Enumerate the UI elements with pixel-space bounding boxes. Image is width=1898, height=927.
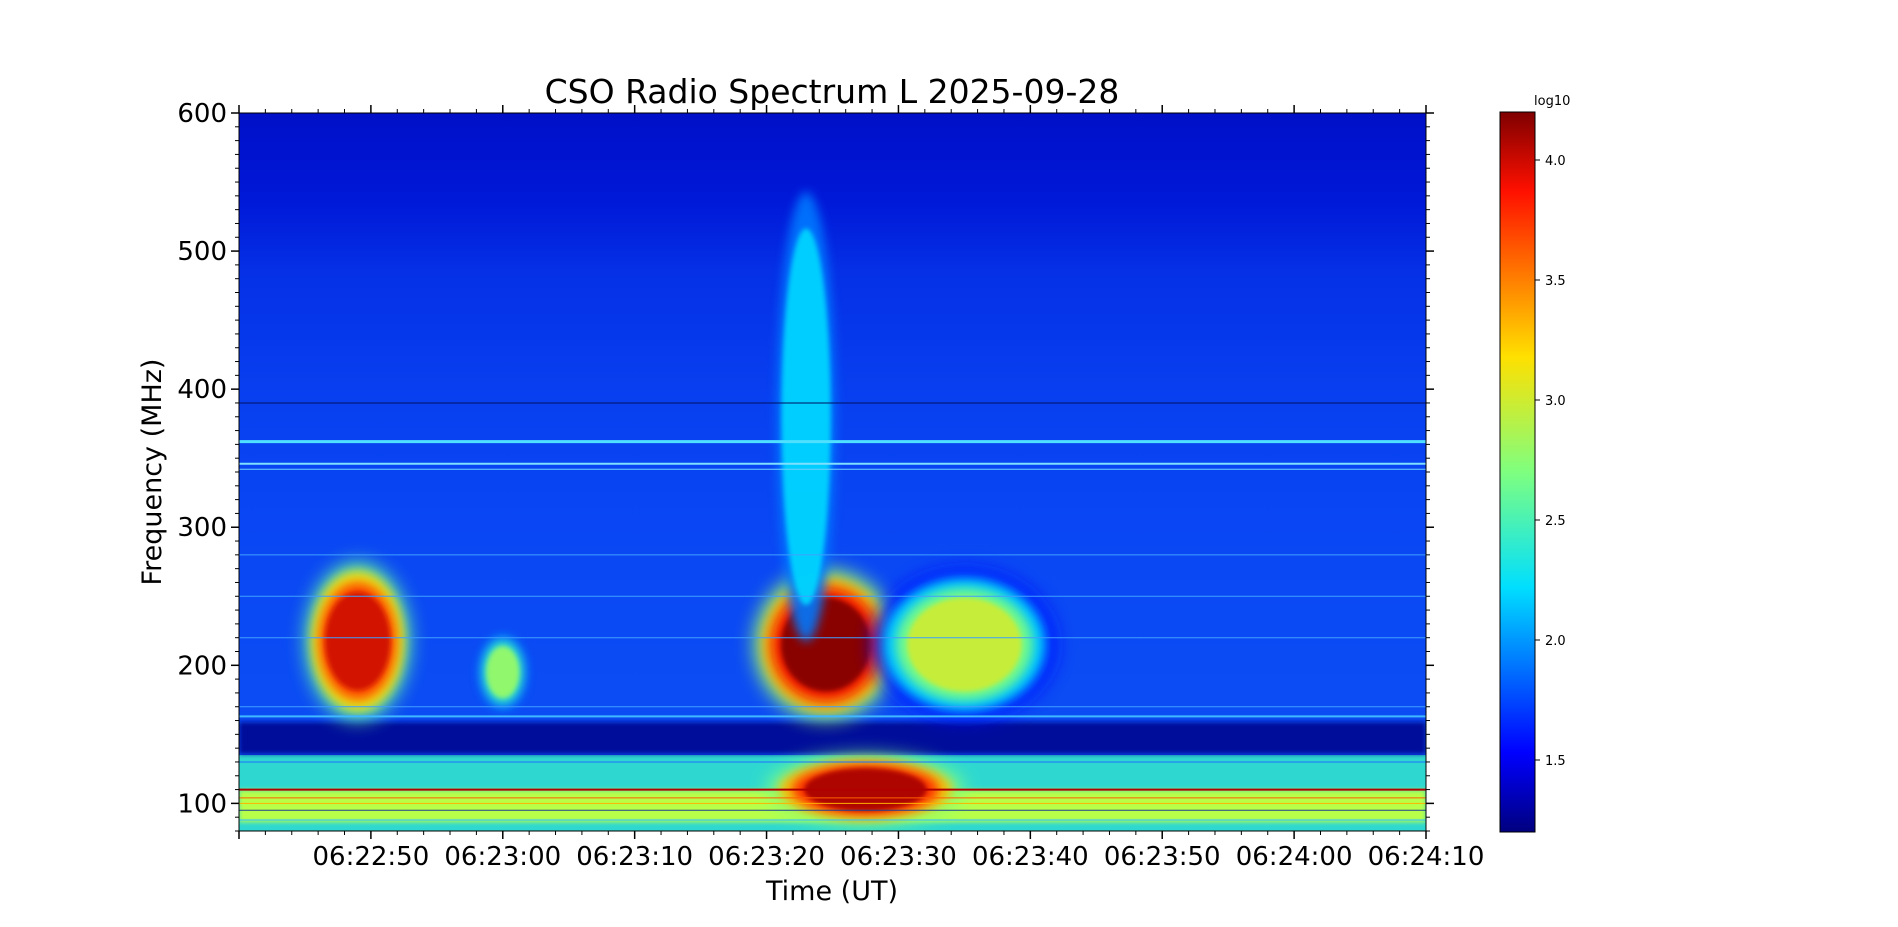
burst-4-layer-4 <box>907 597 1022 692</box>
x-tick-label: 06:23:00 <box>444 842 561 872</box>
x-tick-label: 06:23:50 <box>1104 842 1221 872</box>
burst-1-layer-4 <box>324 591 391 691</box>
y-axis-ticks: 100 200 300 400 500 600 <box>177 99 1434 832</box>
colorbar-ticks: 1.5 2.0 2.5 3.0 3.5 4.0 <box>1535 154 1566 769</box>
burst-6 <box>776 191 836 642</box>
x-tick-label: 06:24:10 <box>1368 842 1485 872</box>
x-axis-label: Time (UT) <box>765 876 898 907</box>
plot-area <box>239 113 1426 831</box>
x-tick-label: 06:23:30 <box>840 842 957 872</box>
x-tick-label: 06:23:40 <box>972 842 1089 872</box>
y-tick-label: 500 <box>177 237 227 267</box>
y-tick-label: 600 <box>177 99 227 129</box>
colorbar-gradient <box>1499 111 1536 833</box>
y-tick-label: 400 <box>177 375 227 405</box>
chart-title: CSO Radio Spectrum L 2025-09-28 <box>545 72 1120 111</box>
x-tick-label: 06:24:00 <box>1236 842 1353 872</box>
y-tick-label: 100 <box>177 789 227 819</box>
colorbar-tick-label: 2.0 <box>1545 634 1566 649</box>
x-tick-label: 06:23:20 <box>708 842 825 872</box>
spectrum-features <box>304 191 1057 825</box>
y-axis-label: Frequency (MHz) <box>137 359 168 586</box>
y-tick-label: 300 <box>177 513 227 543</box>
burst-2 <box>479 635 526 709</box>
x-tick-label: 06:22:50 <box>312 842 429 872</box>
burst-6-layer-4 <box>781 228 831 606</box>
x-axis-ticks: 06:22:50 06:23:00 06:23:10 06:23:20 06:23:30… <box>238 105 1485 872</box>
colorbar-tick-label: 1.5 <box>1545 754 1566 769</box>
burst-1 <box>304 561 411 721</box>
x-tick-label: 06:23:10 <box>576 842 693 872</box>
colorbar-tick-label: 3.0 <box>1545 394 1566 409</box>
colorbar-tick-label: 3.5 <box>1545 274 1566 289</box>
colorbar-tick-label: 2.5 <box>1545 514 1566 529</box>
colorbar-label: log10 <box>1534 94 1570 109</box>
colorbar-tick-label: 4.0 <box>1545 154 1566 169</box>
burst-4 <box>872 568 1057 721</box>
spectrum-lines <box>239 402 1426 821</box>
dark-gap-band <box>239 722 1426 754</box>
y-tick-label: 200 <box>177 651 227 681</box>
colorbar: log10 1.5 2.0 2.5 3.0 3.5 4.0 <box>1499 94 1570 833</box>
burst-2-layer-4 <box>486 646 520 698</box>
